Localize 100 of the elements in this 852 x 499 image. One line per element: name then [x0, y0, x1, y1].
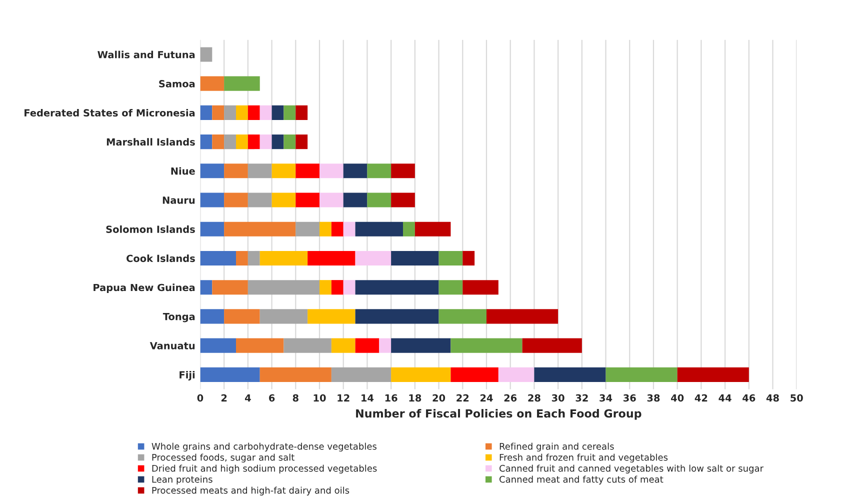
- bar: [331, 367, 392, 382]
- bar: [212, 134, 224, 150]
- bar: [236, 338, 284, 353]
- bar: [450, 367, 498, 382]
- bar: [284, 105, 296, 120]
- bar: [308, 250, 356, 266]
- x-tick-label: 48: [766, 394, 779, 402]
- bar: [343, 280, 356, 295]
- x-tick-label: 36: [624, 394, 636, 402]
- bar: [284, 134, 296, 150]
- bar: [498, 367, 534, 382]
- x-tick-label: 12: [338, 394, 350, 402]
- bar: [391, 338, 451, 353]
- x-tick-label: 2: [221, 394, 227, 402]
- bar: [272, 105, 284, 120]
- x-tick-label: 8: [292, 394, 298, 402]
- bar: [355, 250, 392, 266]
- bar: [212, 280, 248, 295]
- bar: [248, 250, 260, 266]
- bar: [200, 76, 224, 91]
- bar: [343, 222, 356, 236]
- x-tick-label: 32: [576, 394, 588, 402]
- bar: [200, 250, 236, 266]
- bar: [391, 164, 415, 178]
- y-tick-label: Tonga: [162, 313, 195, 322]
- bar: [391, 250, 439, 266]
- bar: [200, 280, 212, 295]
- bar: [677, 367, 749, 382]
- bar: [272, 192, 296, 208]
- bar: [391, 192, 415, 208]
- bar: [212, 105, 224, 120]
- bar: [320, 222, 332, 236]
- x-tick-label: 34: [600, 394, 612, 402]
- x-tick-label: 30: [552, 394, 564, 402]
- bar: [224, 164, 248, 178]
- bar: [462, 250, 475, 266]
- x-tick-label: 40: [671, 394, 684, 402]
- y-tick-label: Marshall Islands: [106, 138, 195, 146]
- bar: [248, 164, 272, 178]
- bar: [224, 105, 236, 120]
- bar: [272, 164, 296, 178]
- bar: [367, 164, 392, 178]
- legend-label: Lean proteins: [152, 476, 212, 484]
- x-tick-label: 18: [409, 394, 422, 402]
- x-tick-label: 22: [456, 394, 469, 402]
- bar: [343, 192, 368, 208]
- bar: [260, 134, 272, 150]
- bar: [355, 338, 380, 353]
- bar: [284, 338, 332, 353]
- bar: [260, 250, 308, 266]
- legend-label: Canned fruit and canned vegetables with low salt or sugar: [500, 464, 764, 474]
- bar: [296, 192, 320, 208]
- x-tick-label: 14: [362, 394, 374, 402]
- bar: [450, 338, 522, 353]
- x-tick-label: 20: [432, 394, 446, 402]
- y-tick-label: Vanuatu: [150, 342, 195, 350]
- bar: [391, 367, 451, 382]
- bar: [248, 134, 260, 150]
- bar: [296, 164, 320, 178]
- bar: [200, 338, 236, 353]
- bar: [200, 222, 224, 236]
- bar: [200, 309, 224, 324]
- x-tick-label: 44: [718, 394, 732, 402]
- bar: [236, 105, 248, 120]
- bar: [486, 309, 558, 324]
- legend-label: Dried fruit and high sodium processed vegetables: [152, 464, 377, 474]
- y-tick-label: Cook Islands: [126, 254, 195, 262]
- bar: [236, 250, 248, 266]
- legend-label: Processed foods, sugar and salt: [152, 454, 294, 462]
- bar: [522, 338, 582, 353]
- legend-label: Canned meat and fatty cuts of meat: [500, 476, 664, 484]
- y-tick-label: Fiji: [180, 370, 195, 380]
- y-tick-label: Federated States of Micronesia: [24, 108, 195, 117]
- bar: [308, 309, 356, 324]
- bar: [200, 192, 224, 208]
- legend-label: Whole grains and carbohydrate-dense vegetables: [152, 442, 376, 452]
- bar: [379, 338, 392, 353]
- bar: [224, 222, 296, 236]
- bar: [200, 105, 212, 120]
- bar: [200, 134, 212, 150]
- bar: [438, 280, 463, 295]
- bar: [236, 134, 248, 150]
- bar: [438, 309, 486, 324]
- bar: [296, 105, 308, 120]
- bar: [248, 105, 260, 120]
- bar: [320, 164, 344, 178]
- bar: [296, 134, 308, 150]
- bar: [224, 192, 248, 208]
- legend-label: Processed meats and high-fat dairy and oils: [152, 486, 350, 496]
- y-tick-label: Niue: [171, 167, 195, 175]
- x-tick-label: 16: [385, 394, 398, 402]
- bar: [331, 280, 344, 295]
- x-tick-label: 50: [790, 394, 803, 402]
- y-tick-label: Papua New Guinea: [94, 284, 195, 294]
- bar: [296, 222, 320, 236]
- x-tick-label: 46: [742, 394, 756, 402]
- x-axis-title: Number of Fiscal Policies on Each Food Group: [356, 409, 642, 420]
- x-tick-label: 26: [504, 394, 517, 402]
- bar: [224, 76, 260, 91]
- x-tick-label: 4: [244, 394, 251, 402]
